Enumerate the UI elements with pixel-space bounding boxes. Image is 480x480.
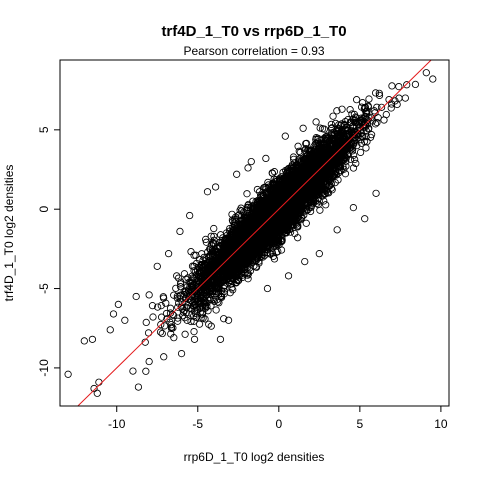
data-point [170, 291, 178, 299]
data-point [318, 125, 327, 133]
data-point [365, 124, 373, 132]
data-point [356, 148, 365, 157]
data-point [346, 106, 354, 114]
data-point [202, 235, 210, 244]
data-point [238, 207, 246, 215]
data-point [362, 144, 370, 152]
data-point [183, 316, 191, 324]
data-point [335, 121, 343, 129]
data-point [174, 299, 183, 307]
data-point [403, 81, 411, 89]
data-point [316, 206, 324, 214]
data-point [190, 327, 198, 336]
data-point [169, 310, 177, 319]
data-point [174, 303, 182, 311]
data-point [375, 91, 384, 100]
data-point [174, 274, 183, 282]
data-point [207, 322, 215, 330]
data-point [268, 169, 277, 177]
data-point [210, 224, 218, 233]
data-point [166, 309, 175, 317]
chart-title: trf4D_1_T0 vs rrp6D_1_T0 [161, 23, 346, 40]
data-point [252, 263, 261, 271]
data-point [174, 317, 182, 325]
data-point [312, 139, 320, 147]
data-point [296, 148, 304, 157]
data-point [341, 117, 349, 126]
data-point [264, 178, 272, 187]
points-layer [64, 69, 437, 397]
data-point [172, 284, 180, 292]
data-point [142, 367, 150, 375]
data-point [158, 329, 166, 338]
data-point [349, 164, 358, 172]
data-point [179, 312, 187, 320]
chart-subtitle: Pearson correlation = 0.93 [183, 44, 324, 58]
data-point [411, 80, 420, 89]
data-point [371, 120, 380, 128]
data-point [181, 330, 189, 338]
data-point [314, 135, 322, 144]
data-point [348, 110, 356, 118]
data-point [149, 313, 157, 321]
data-point [148, 302, 157, 310]
data-point [220, 287, 229, 295]
data-point [294, 142, 302, 150]
data-point [328, 124, 336, 132]
data-point [208, 251, 217, 259]
data-point [358, 99, 367, 107]
data-point [190, 317, 198, 325]
data-point [294, 234, 302, 242]
data-point [181, 314, 189, 322]
data-point [156, 328, 165, 336]
data-point [367, 114, 375, 122]
data-point [354, 126, 362, 135]
data-point [352, 159, 360, 168]
data-point [302, 219, 310, 227]
data-point [371, 89, 380, 97]
data-point [182, 303, 191, 312]
data-point [160, 322, 169, 330]
data-point [187, 248, 195, 256]
data-point [341, 170, 350, 178]
data-point [367, 131, 376, 139]
data-point [274, 247, 282, 256]
data-point [365, 95, 373, 103]
data-point [270, 168, 279, 176]
data-point [370, 107, 378, 115]
data-point [327, 120, 336, 128]
data-point [142, 318, 150, 327]
data-point [157, 320, 165, 329]
data-point [387, 104, 395, 112]
data-point [197, 314, 205, 322]
data-point [388, 82, 396, 90]
data-point [329, 112, 337, 120]
data-point [134, 383, 143, 391]
data-point [178, 305, 187, 313]
data-point [218, 290, 226, 298]
